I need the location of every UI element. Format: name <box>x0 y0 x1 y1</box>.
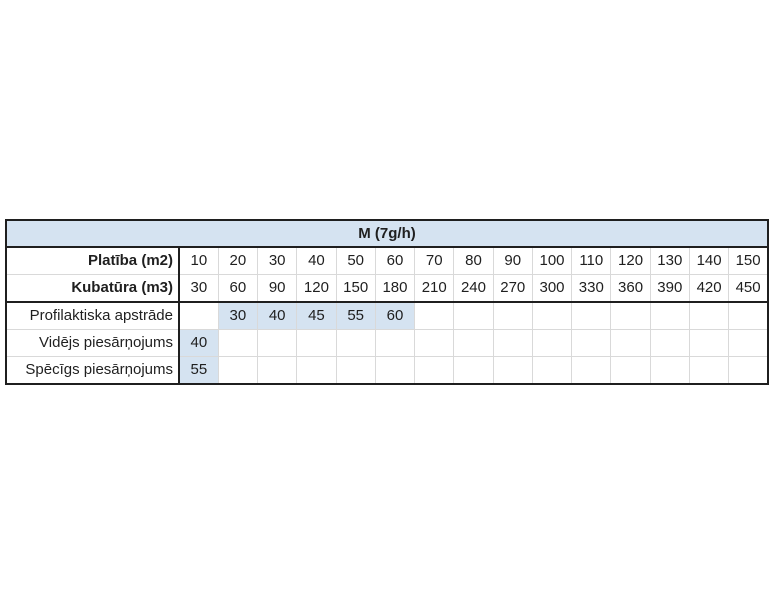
data-cell <box>571 356 612 385</box>
data-cell: 100 <box>531 246 573 275</box>
data-cell <box>728 301 769 330</box>
data-cell: 150 <box>728 246 769 275</box>
data-cell: 330 <box>571 274 612 303</box>
data-cell <box>414 329 455 357</box>
row-label: Kubatūra (m3) <box>5 274 180 303</box>
data-cell <box>688 356 730 385</box>
data-cell: 140 <box>688 246 730 275</box>
data-cell <box>571 301 612 330</box>
data-cell: 30 <box>178 274 219 303</box>
data-cell <box>610 301 651 330</box>
data-cell: 45 <box>296 301 337 330</box>
table-body: M (7g/h) Platība (m2) 10 20 30 40 50 60 70 80 90 1… <box>5 219 769 385</box>
data-cell: 50 <box>335 246 376 275</box>
data-cell: 130 <box>649 246 690 275</box>
data-cell: 300 <box>531 274 573 303</box>
data-cell: 70 <box>414 246 455 275</box>
data-cell: 110 <box>571 246 612 275</box>
data-cell <box>728 356 769 385</box>
table-row: Vidējs piesārņojums 40 <box>5 329 769 357</box>
dosage-table: M (7g/h) Platība (m2) 10 20 30 40 50 60 70 80 90 1… <box>5 219 769 385</box>
data-cell: 450 <box>728 274 769 303</box>
data-cell <box>178 301 219 330</box>
row-label: Profilaktiska apstrāde <box>5 301 180 330</box>
data-cell <box>492 301 533 330</box>
data-cell: 90 <box>257 274 298 303</box>
data-cell: 60 <box>374 301 416 330</box>
data-cell: 420 <box>688 274 730 303</box>
data-cell: 20 <box>217 246 259 275</box>
data-cell <box>649 329 690 357</box>
data-cell <box>374 329 416 357</box>
data-cell: 270 <box>492 274 533 303</box>
table-header-row: M (7g/h) <box>5 219 769 248</box>
data-cell <box>453 356 494 385</box>
data-cell: 240 <box>453 274 494 303</box>
data-cell <box>531 356 573 385</box>
data-cell: 60 <box>374 246 416 275</box>
table-title: M (7g/h) <box>5 219 769 248</box>
row-label: Vidējs piesārņojums <box>5 329 180 357</box>
data-cell: 360 <box>610 274 651 303</box>
data-cell <box>728 329 769 357</box>
data-cell: 30 <box>257 246 298 275</box>
data-cell <box>688 329 730 357</box>
data-cell: 90 <box>492 246 533 275</box>
data-cell: 40 <box>296 246 337 275</box>
data-cell <box>374 356 416 385</box>
dosage-table-container: M (7g/h) Platība (m2) 10 20 30 40 50 60 70 80 90 1… <box>5 219 769 385</box>
data-cell: 120 <box>610 246 651 275</box>
data-cell: 40 <box>257 301 298 330</box>
data-cell: 80 <box>453 246 494 275</box>
data-cell <box>610 329 651 357</box>
data-cell: 180 <box>374 274 416 303</box>
data-cell: 55 <box>178 356 219 385</box>
row-label: Spēcīgs piesārņojums <box>5 356 180 385</box>
table-row: Spēcīgs piesārņojums 55 <box>5 356 769 385</box>
data-cell <box>414 356 455 385</box>
data-cell <box>335 329 376 357</box>
data-cell <box>296 356 337 385</box>
data-cell <box>217 329 259 357</box>
data-cell <box>296 329 337 357</box>
data-cell: 150 <box>335 274 376 303</box>
data-cell <box>688 301 730 330</box>
data-cell <box>453 301 494 330</box>
data-cell: 210 <box>414 274 455 303</box>
data-cell: 60 <box>217 274 259 303</box>
data-cell: 40 <box>178 329 219 357</box>
data-cell <box>217 356 259 385</box>
table-row: Profilaktiska apstrāde 30 40 45 55 60 <box>5 301 769 330</box>
data-cell <box>531 301 573 330</box>
data-cell <box>257 356 298 385</box>
data-cell <box>649 356 690 385</box>
data-cell: 10 <box>178 246 219 275</box>
data-cell <box>257 329 298 357</box>
data-cell <box>414 301 455 330</box>
data-cell <box>335 356 376 385</box>
table-row: Platība (m2) 10 20 30 40 50 60 70 80 90 100 110 120 1… <box>5 246 769 275</box>
data-cell <box>453 329 494 357</box>
data-cell: 120 <box>296 274 337 303</box>
data-cell: 30 <box>217 301 259 330</box>
data-cell <box>649 301 690 330</box>
data-cell <box>610 356 651 385</box>
data-cell: 390 <box>649 274 690 303</box>
table-row: Kubatūra (m3) 30 60 90 120 150 180 210 240 270 300… <box>5 274 769 303</box>
data-cell <box>492 329 533 357</box>
data-cell <box>571 329 612 357</box>
data-cell: 55 <box>335 301 376 330</box>
row-label: Platība (m2) <box>5 246 180 275</box>
data-cell <box>492 356 533 385</box>
data-cell <box>531 329 573 357</box>
